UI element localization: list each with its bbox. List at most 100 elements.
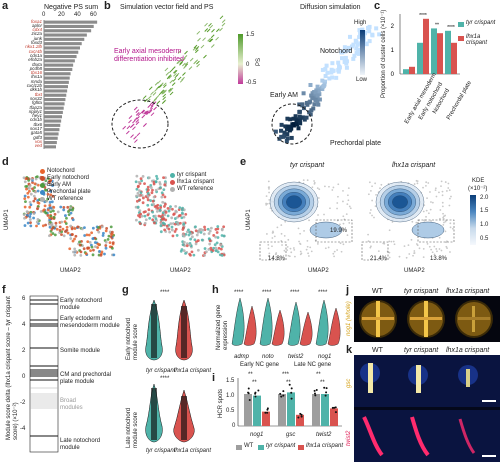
b-diffusion-cell xyxy=(307,100,312,105)
a-bar xyxy=(44,76,70,80)
d-cell xyxy=(28,218,32,221)
d-cell xyxy=(152,203,156,206)
e-background-cell xyxy=(413,250,416,252)
a-gene-label: tfap2a xyxy=(29,104,42,110)
d-cell xyxy=(149,186,153,189)
d-cell xyxy=(143,214,147,218)
e-background-cell xyxy=(348,222,351,224)
e-background-cell xyxy=(265,203,268,206)
d-cell xyxy=(92,248,95,252)
d-cell xyxy=(62,205,66,209)
e-background-cell xyxy=(422,210,425,213)
k-twist2-row xyxy=(354,410,500,462)
b-arrow xyxy=(148,109,153,114)
b-diffusion-cell xyxy=(311,92,316,97)
b-arrow xyxy=(154,81,159,86)
h-sig-3: **** xyxy=(318,290,328,296)
d-cell xyxy=(64,214,67,217)
b-arrow xyxy=(135,119,140,123)
d-cell xyxy=(154,188,158,192)
b-diffusion-cell xyxy=(284,138,289,143)
e-background-cell xyxy=(447,182,450,185)
b-diffusion-cell xyxy=(343,56,348,61)
b-region-prechordal: Prechordal plate xyxy=(330,140,381,147)
b-arrow xyxy=(183,55,188,59)
d-cell xyxy=(69,237,73,240)
b-arrow xyxy=(221,22,226,27)
e-background-cell xyxy=(444,214,447,217)
b-arrow xyxy=(169,69,173,73)
h-gene-0: admp xyxy=(234,354,250,360)
e-background-cell xyxy=(328,185,330,188)
h-violin-twist2-lhx1a xyxy=(299,311,313,346)
d-cell xyxy=(161,221,165,225)
g-cat-bottom-1: lhx1a crispant xyxy=(174,448,212,454)
e-background-cell xyxy=(444,230,447,233)
d-cell xyxy=(46,197,50,201)
b-arrow xyxy=(177,49,182,54)
b-diffusion-cell xyxy=(340,56,345,61)
b-diffusion-cell xyxy=(285,116,290,121)
d-cell xyxy=(196,239,200,242)
d-cell xyxy=(160,217,164,221)
a-bar xyxy=(44,29,92,33)
d-cell xyxy=(211,249,215,252)
e-background-cell xyxy=(299,232,302,235)
e-background-cell xyxy=(307,255,310,257)
b-arrow xyxy=(141,114,146,119)
b-arrow xyxy=(219,15,224,20)
b-diffusion-cell xyxy=(285,136,290,141)
d-cell xyxy=(98,250,101,253)
b-arrow xyxy=(144,98,148,103)
b-diffusion-cell xyxy=(291,123,296,128)
i-point xyxy=(266,407,269,410)
b-arrow xyxy=(163,89,167,94)
e-background-cell xyxy=(440,249,443,252)
e-background-cell xyxy=(451,227,454,230)
d-legend-right-swatch xyxy=(170,173,175,178)
d-cell xyxy=(60,233,63,237)
e-background-cell xyxy=(267,247,270,250)
i-bar-0-2 xyxy=(262,411,270,426)
c-bar-2-0 xyxy=(431,28,437,74)
d-cell xyxy=(174,227,178,231)
d-cell xyxy=(109,225,113,229)
i-point xyxy=(248,398,251,401)
e-background-cell xyxy=(337,183,340,186)
i-point xyxy=(324,394,327,397)
e-background-cell xyxy=(441,205,444,208)
e-background-cell xyxy=(308,219,310,222)
d-cell xyxy=(160,195,164,199)
b-arrow xyxy=(144,110,149,115)
e-background-cell xyxy=(435,248,438,250)
e-background-cell xyxy=(442,223,445,226)
b-arrow xyxy=(194,47,199,52)
d-cell xyxy=(35,224,38,228)
e-background-cell xyxy=(408,253,411,255)
b-diffusion-cell xyxy=(342,45,347,50)
b-diffusion-cell xyxy=(315,84,320,89)
d-cell xyxy=(143,182,146,186)
d-cell xyxy=(29,212,32,216)
b-diffusion-cell xyxy=(346,45,351,50)
e-background-cell xyxy=(434,187,437,190)
f-module-0: Early notochord module xyxy=(60,298,103,311)
b-arrow xyxy=(219,27,223,32)
d-cell xyxy=(67,210,70,213)
e-background-cell xyxy=(275,253,277,256)
d-cell xyxy=(73,253,77,257)
d-cell xyxy=(219,247,223,251)
b-diffusion-cell xyxy=(346,48,351,53)
b-arrow xyxy=(162,93,167,98)
d-cell xyxy=(45,199,48,203)
b-arrow xyxy=(143,122,147,127)
b-arrow xyxy=(162,82,167,87)
e-background-cell xyxy=(348,205,351,208)
b-vector-field xyxy=(111,15,226,149)
d-cell xyxy=(174,204,178,208)
d-cell xyxy=(62,208,66,212)
d-cell xyxy=(142,210,146,214)
b-diffusion-cell xyxy=(283,124,288,129)
b-arrow xyxy=(146,111,151,115)
a-tick-0: 0 xyxy=(42,12,46,18)
